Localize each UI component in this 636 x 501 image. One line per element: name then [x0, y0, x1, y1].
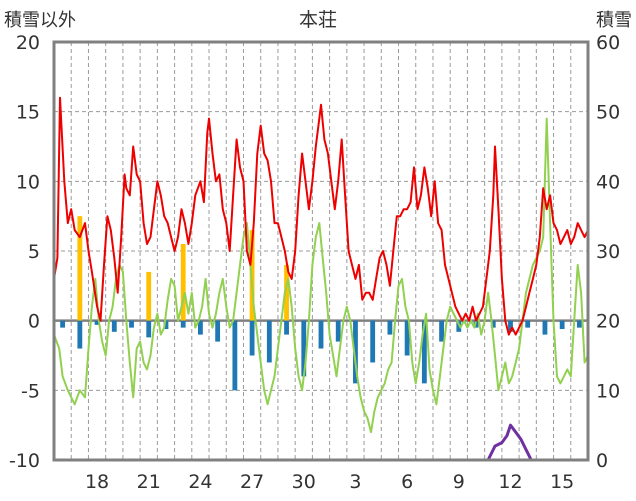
x-tick-label: 6: [401, 471, 413, 493]
precip-bar: [249, 320, 255, 356]
temperature-line: [53, 96, 589, 336]
precip-bar: [508, 320, 513, 332]
left-tick-label: 5: [28, 241, 40, 263]
precip-bar: [559, 320, 565, 330]
right-tick-label: 30: [596, 241, 620, 263]
right-tick-label: 50: [596, 102, 620, 124]
x-tick-label: 9: [453, 471, 465, 493]
plot-frame: [52, 40, 590, 462]
right-tick-label: 40: [596, 171, 620, 193]
left-tick-label: 0: [28, 311, 40, 333]
left-tick-label: 10: [16, 171, 40, 193]
plot-border: [52, 40, 590, 462]
precip-bar: [111, 320, 117, 332]
x-tick-label: 3: [349, 471, 361, 493]
x-tick-label: 30: [292, 471, 316, 493]
precip-bar: [318, 320, 324, 349]
right-tick-label: 60: [596, 32, 620, 54]
right-tick-label: 20: [596, 311, 620, 333]
right-axis-ticks: 0 10 20 30 40 50 60: [596, 32, 620, 472]
precip-bar: [490, 320, 496, 328]
x-tick-label: 21: [137, 471, 161, 493]
right-axis-title: 積雪: [596, 10, 632, 31]
precip-bar: [439, 320, 444, 342]
precip-bar: [542, 320, 548, 335]
x-tick-label: 24: [188, 471, 212, 493]
precip-bar: [421, 320, 427, 384]
left-tick-label: 15: [16, 102, 40, 124]
precip-bar: [198, 320, 203, 335]
precip-bar: [370, 320, 376, 363]
left-axis-title: 積雪以外: [4, 10, 76, 31]
left-tick-label: 20: [16, 32, 40, 54]
chart-title: 本荘: [299, 9, 337, 31]
left-tick-label: -10: [9, 450, 40, 472]
humidity-line: [53, 117, 589, 434]
left-tick-label: -5: [21, 380, 40, 402]
precip-bar: [266, 320, 272, 363]
x-tick-label: 27: [240, 471, 264, 493]
x-tick-label: 12: [498, 471, 522, 493]
sunshine-bar: [180, 244, 186, 321]
precip-bar: [60, 320, 66, 328]
x-axis-ticks: 18 21 24 27 30 3 6 9 12 15: [85, 471, 574, 493]
x-tick-label: 18: [85, 471, 109, 493]
precip-bar: [404, 320, 410, 356]
right-tick-label: 10: [596, 380, 620, 402]
sunshine-bar: [284, 264, 289, 321]
precip-bar: [576, 320, 582, 328]
precip-bar: [335, 320, 341, 342]
precip-bar: [353, 320, 358, 384]
line-layer: [53, 96, 589, 462]
right-tick-label: 0: [596, 450, 608, 472]
precip-bar: [146, 320, 152, 338]
precip-bar: [129, 320, 134, 328]
snow-line: [54, 423, 588, 462]
precip-bar: [232, 320, 238, 391]
precip-bar: [301, 320, 307, 377]
precip-bar: [77, 320, 83, 349]
sunshine-bar: [146, 271, 152, 321]
precip-bar: [387, 320, 393, 335]
precip-bar: [215, 320, 221, 342]
precip-bar: [94, 320, 100, 325]
sunshine-bar: [77, 216, 83, 321]
left-axis-ticks: -10 -5 0 5 10 15 20: [9, 32, 40, 472]
precip-bar: [180, 320, 186, 328]
precip-bar: [284, 320, 289, 335]
precip-bar: [163, 320, 169, 330]
x-tick-label: 15: [550, 471, 574, 493]
precip-bar: [525, 320, 531, 328]
